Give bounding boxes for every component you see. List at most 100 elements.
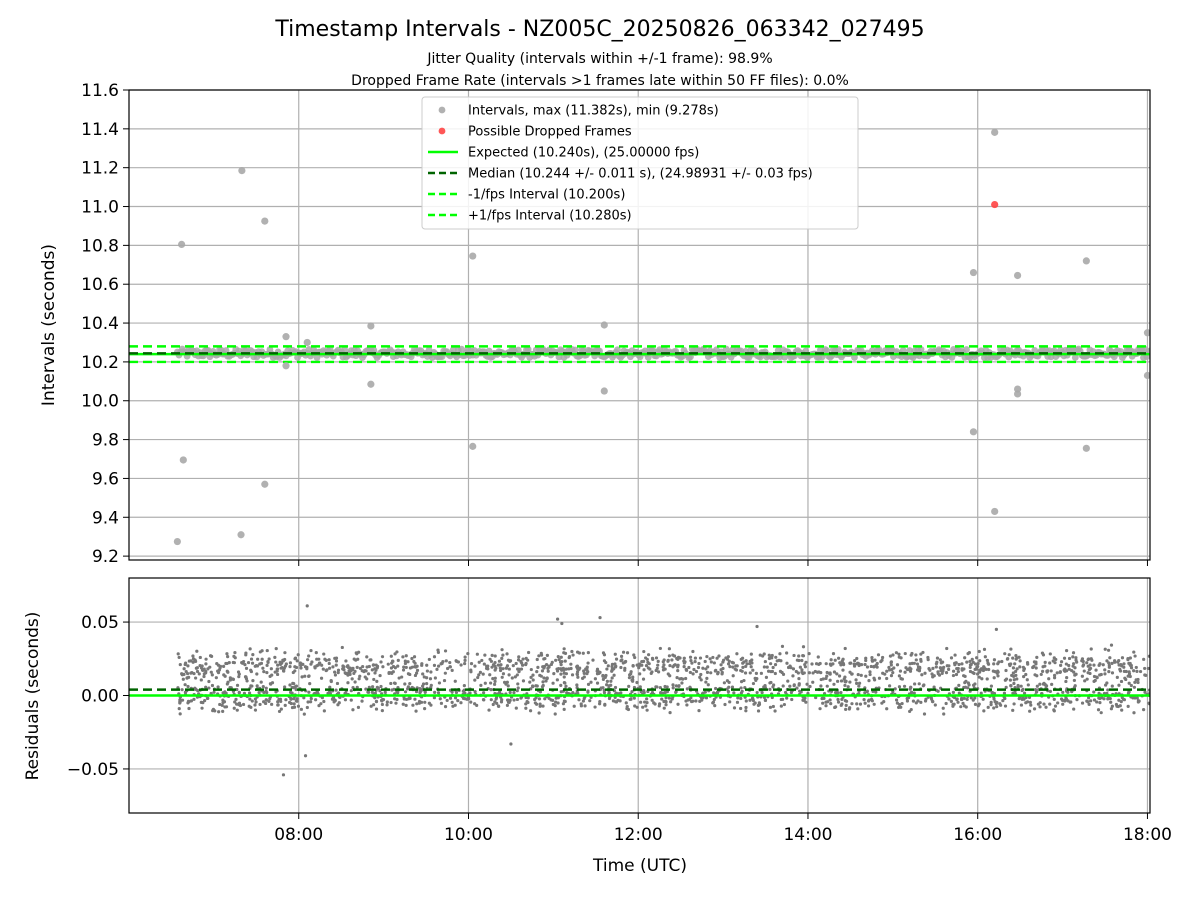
residual-point	[1041, 669, 1045, 673]
residual-point	[302, 712, 306, 716]
residual-point	[832, 670, 837, 674]
residual-point	[743, 671, 748, 675]
residual-point	[408, 672, 412, 677]
residual-point	[791, 674, 795, 678]
residual-point	[224, 705, 229, 709]
residual-point	[914, 701, 918, 705]
residual-point	[192, 697, 196, 701]
residual-point	[321, 667, 325, 671]
residual-point	[654, 685, 658, 689]
residual-point	[1017, 655, 1021, 659]
residual-point	[885, 707, 889, 711]
residual-point	[1083, 679, 1087, 683]
residual-point	[1002, 691, 1007, 695]
residual-point	[671, 686, 675, 690]
residual-point	[374, 699, 379, 703]
residual-point	[553, 712, 557, 716]
residual-point	[1014, 654, 1018, 658]
residual-point	[401, 668, 406, 672]
residual-point	[973, 702, 978, 706]
residual-point	[581, 651, 585, 655]
residual-outlier-point	[509, 742, 513, 746]
residual-point	[453, 679, 457, 683]
residual-point	[595, 681, 600, 685]
residual-point	[333, 673, 338, 677]
residual-point	[1124, 669, 1128, 674]
residual-point	[703, 659, 707, 664]
residual-point	[1085, 677, 1089, 681]
interval-outlier-point	[469, 442, 477, 450]
residual-point	[512, 691, 516, 695]
residual-point	[1126, 691, 1131, 695]
residual-point	[728, 665, 732, 669]
residual-point	[774, 655, 778, 659]
residual-point	[865, 665, 870, 669]
residual-point	[920, 673, 924, 677]
residual-point	[585, 665, 589, 669]
residual-point	[751, 698, 755, 703]
residual-point	[249, 684, 253, 688]
residual-point	[818, 661, 822, 666]
residual-point	[305, 667, 309, 671]
residual-point	[1074, 656, 1078, 660]
residual-point	[751, 668, 755, 672]
residual-point	[582, 696, 586, 701]
residual-point	[1127, 681, 1131, 685]
residual-point	[908, 687, 912, 691]
residual-point	[1118, 704, 1122, 708]
residual-point	[713, 669, 717, 673]
residual-point	[706, 665, 710, 669]
intervals-y-tick-label: 11.2	[81, 159, 119, 179]
residual-point	[642, 649, 646, 654]
residual-point	[1068, 700, 1072, 704]
residual-point	[1073, 684, 1077, 688]
residual-point	[290, 685, 294, 690]
residual-point	[1143, 666, 1147, 671]
residual-point	[524, 706, 528, 710]
residual-point	[755, 690, 759, 695]
residual-point	[1147, 701, 1150, 705]
residual-point	[432, 655, 437, 659]
residual-point	[393, 697, 397, 701]
residual-point	[207, 686, 211, 690]
residual-point	[1072, 707, 1076, 711]
residual-point	[481, 697, 486, 702]
residual-point	[891, 653, 895, 657]
residual-point	[524, 661, 528, 666]
residual-point	[1086, 664, 1090, 668]
residual-point	[256, 657, 260, 661]
residual-point	[819, 677, 823, 682]
residual-point	[638, 685, 642, 689]
residual-point	[971, 671, 975, 675]
residual-point	[758, 653, 762, 657]
residual-point	[611, 699, 616, 703]
residual-point	[429, 670, 433, 674]
residual-point	[427, 701, 431, 705]
residual-point	[445, 698, 449, 703]
residual-point	[1126, 656, 1130, 661]
residual-point	[534, 696, 538, 700]
residual-point	[507, 700, 511, 705]
residual-point	[372, 703, 376, 707]
intervals-reference-lines	[129, 345, 1150, 364]
residual-point	[421, 684, 425, 688]
residual-point	[666, 659, 670, 663]
residual-point	[396, 691, 400, 695]
residual-point	[978, 659, 982, 663]
residual-point	[947, 697, 951, 701]
residual-point	[1035, 684, 1039, 688]
residual-point	[976, 664, 980, 669]
residual-point	[992, 676, 996, 680]
residual-point	[841, 657, 845, 661]
residual-point	[864, 674, 868, 678]
residual-point	[562, 675, 566, 679]
residual-point	[491, 676, 495, 681]
residual-point	[1053, 661, 1057, 665]
residual-point	[753, 676, 757, 680]
residual-point	[270, 673, 274, 677]
residual-point	[1074, 672, 1078, 676]
residual-point	[264, 686, 268, 690]
x-tick-label: 08:00	[274, 825, 323, 845]
residual-point	[983, 655, 987, 659]
residual-point	[459, 701, 463, 705]
